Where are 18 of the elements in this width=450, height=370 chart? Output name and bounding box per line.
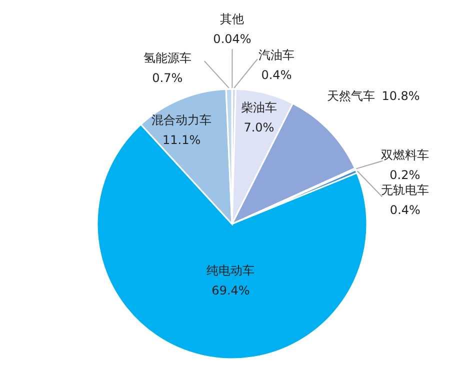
slice-label: 纯电动车 (206, 263, 255, 278)
slice-label: 汽油车 (258, 48, 294, 62)
slice-label: 无轨电车 (381, 182, 430, 197)
slice-label: 双燃料车 (380, 148, 429, 162)
data-label: 0.04% (213, 32, 252, 46)
data-label: 0.4% (261, 68, 292, 82)
slice-label: 混合动力车 (152, 112, 212, 127)
data-label: 11.1% (162, 132, 201, 147)
data-label: 10.8% (382, 89, 420, 104)
data-label: 0.2% (390, 168, 420, 182)
slice-label: 氢能源车 (143, 51, 192, 66)
slice-label: 其他 (220, 12, 244, 26)
data-label: 7.0% (244, 120, 274, 134)
data-label: 0.4% (390, 202, 420, 217)
data-label: 0.7% (152, 71, 183, 86)
slice-label: 柴油车 (240, 100, 277, 114)
data-label: 69.4% (212, 283, 250, 298)
slice-label: 天然气车 (326, 89, 375, 104)
